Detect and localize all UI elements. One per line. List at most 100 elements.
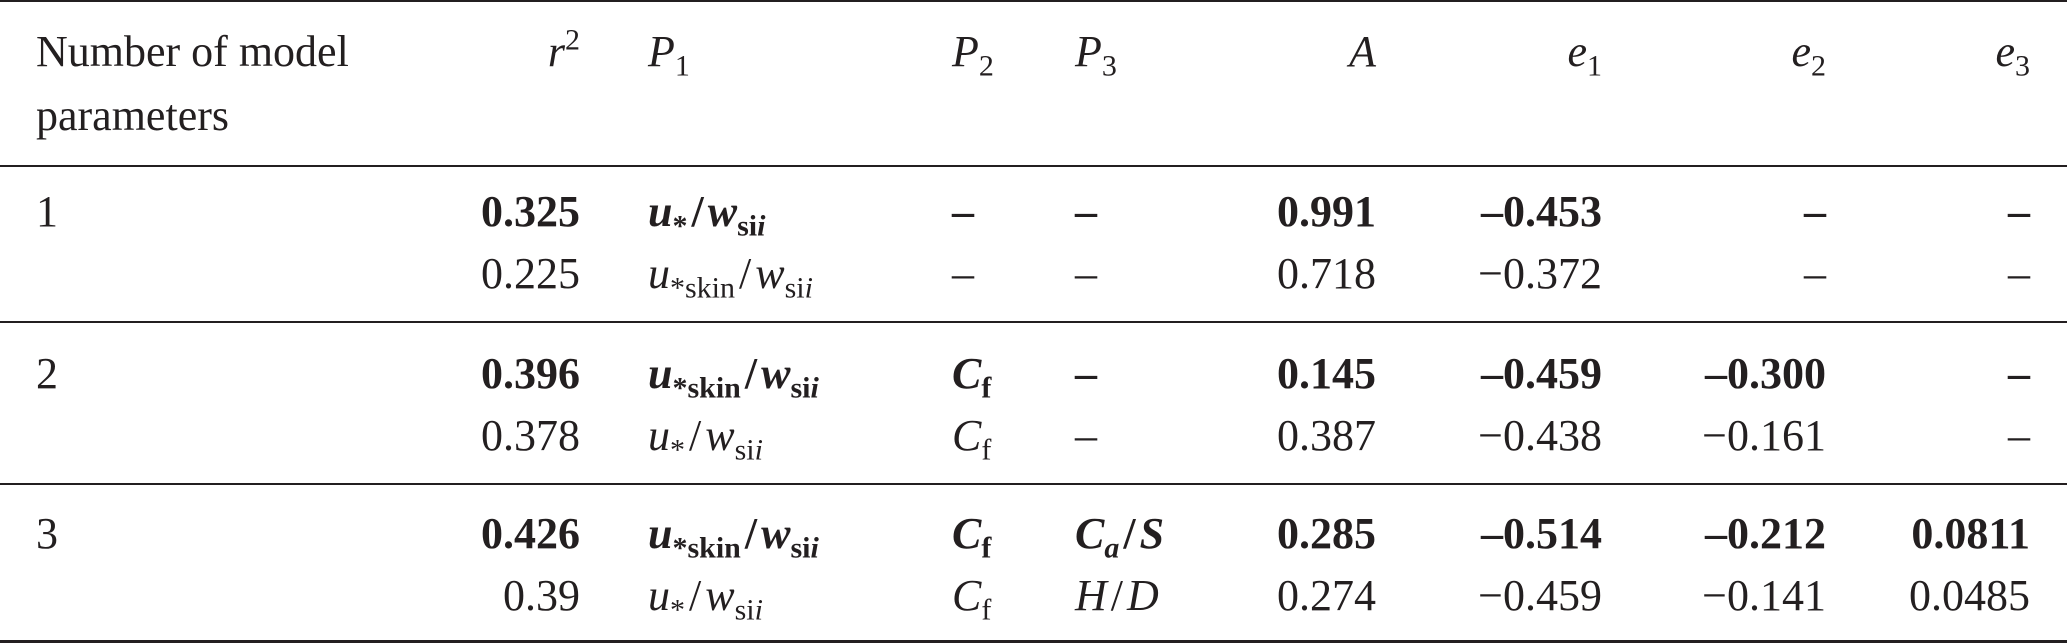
symbol-denominator: D (1127, 571, 1159, 620)
symbol-w-subscript: sii (790, 372, 818, 405)
cell-e1: –0.459 (1481, 349, 1602, 398)
subscript-i: i (810, 531, 819, 565)
cell-e2: –0.300 (1705, 349, 1826, 398)
cell-e2: – (1804, 249, 1826, 298)
cell-p2: Cf (952, 414, 991, 466)
cell-e1: −0.372 (1478, 249, 1602, 298)
cell-p2: Cf (952, 571, 991, 626)
cell-a: 0.285 (1277, 509, 1376, 558)
cell-r2: 0.225 (481, 249, 580, 298)
cell-e2: −0.141 (1702, 571, 1826, 620)
symbol-u: u (648, 349, 673, 398)
cell-e3: – (2008, 187, 2030, 236)
symbol-u-subscript: *skin (672, 371, 741, 405)
header-a: A (1349, 27, 1376, 76)
symbol-c: C (952, 571, 982, 620)
cell-p2: – (952, 187, 974, 236)
cell-p2: Cf (952, 349, 991, 404)
symbol-slash: / (1123, 509, 1136, 558)
symbol-w-subscript: sii (790, 532, 818, 565)
symbol-c-subscript: f (981, 531, 992, 565)
cell-a: 0.718 (1277, 249, 1376, 298)
cell-e3: – (2008, 411, 2030, 460)
symbol-slash: / (691, 187, 704, 236)
symbol-w: w (761, 509, 791, 558)
symbol-c-subscript: f (981, 371, 992, 405)
cell-e3: – (2008, 349, 2030, 398)
symbol-slash: / (739, 249, 752, 298)
symbol-w-subscript: sii (735, 434, 763, 467)
row-group-number: 1 (36, 187, 58, 236)
symbol-u-subscript: *skin (670, 271, 736, 305)
symbol-c: C (952, 509, 982, 558)
symbol-slash: / (744, 509, 758, 558)
symbol-u: u (648, 249, 670, 298)
symbol-u: u (648, 411, 670, 460)
header-e2: e2 (1791, 27, 1826, 83)
header-p1: P1 (648, 27, 690, 83)
cell-p2: – (952, 249, 974, 298)
symbol-u-subscript: * (670, 593, 685, 627)
cell-r2: 0.396 (481, 349, 580, 398)
symbol-w-subscript: sii (737, 210, 765, 243)
symbol-u: u (648, 571, 670, 620)
symbol-c: C (952, 349, 982, 398)
symbol-u: u (648, 187, 673, 236)
subscript-i: i (804, 271, 813, 305)
symbol-numerator: H (1075, 571, 1107, 620)
row-group-number: 2 (36, 349, 58, 398)
header-r2: r2 (547, 23, 580, 76)
subscript-si: si (790, 531, 811, 565)
symbol-numerator: C (1075, 509, 1105, 558)
cell-r2: 0.378 (481, 411, 580, 460)
cell-a: 0.145 (1277, 349, 1376, 398)
group-divider-1 (0, 321, 2067, 323)
symbol-w: w (705, 411, 735, 460)
cell-p1: u*skin/wsii (648, 249, 813, 304)
cell-e2: – (1804, 187, 1826, 236)
symbol-w: w (761, 349, 791, 398)
header-rule (0, 165, 2067, 167)
cell-r2: 0.426 (481, 509, 580, 558)
symbol-u-subscript: * (670, 433, 685, 467)
cell-a: 0.991 (1277, 187, 1376, 236)
cell-r2: 0.39 (503, 571, 580, 620)
cell-a: 0.274 (1277, 571, 1376, 620)
cell-p3: H/D (1075, 574, 1159, 618)
group-divider-2 (0, 483, 2067, 485)
cell-p1: u*skin/wsii (648, 509, 819, 564)
subscript-i: i (754, 433, 763, 467)
symbol-w: w (705, 571, 735, 620)
cell-p2: Cf (952, 509, 991, 564)
symbol-slash: / (744, 349, 758, 398)
header-p2: P2 (952, 27, 994, 83)
symbol-slash: / (689, 411, 702, 460)
top-rule (0, 0, 2067, 2)
cell-p1: u*/wsii (648, 187, 765, 242)
cell-e2: −0.161 (1702, 411, 1826, 460)
symbol-u: u (648, 509, 673, 558)
symbol-w: w (707, 187, 738, 236)
cell-e1: −0.438 (1478, 411, 1602, 460)
symbol-c-subscript: f (981, 433, 992, 467)
symbol-c-subscript: f (981, 593, 992, 627)
cell-e1: −0.459 (1478, 571, 1602, 620)
header-e1: e1 (1567, 27, 1602, 83)
cell-p3: – (1075, 349, 1097, 398)
bottom-rule (0, 640, 2067, 643)
subscript-i: i (754, 593, 763, 627)
subscript-si: si (737, 209, 758, 243)
header-num-params-line1: Number of model (36, 27, 349, 76)
cell-p3: – (1075, 411, 1097, 460)
cell-p1: u*/wsii (648, 571, 763, 626)
cell-e3: 0.0811 (1911, 509, 2030, 558)
cell-r2: 0.325 (481, 187, 580, 236)
subscript-i: i (757, 209, 766, 243)
symbol-w-subscript: sii (785, 272, 813, 305)
cell-p3: Ca/S (1075, 509, 1165, 564)
cell-p3: – (1075, 249, 1097, 298)
symbol-denominator: S (1139, 509, 1165, 558)
subscript-si: si (784, 271, 805, 305)
symbol-w-subscript: sii (735, 594, 763, 627)
